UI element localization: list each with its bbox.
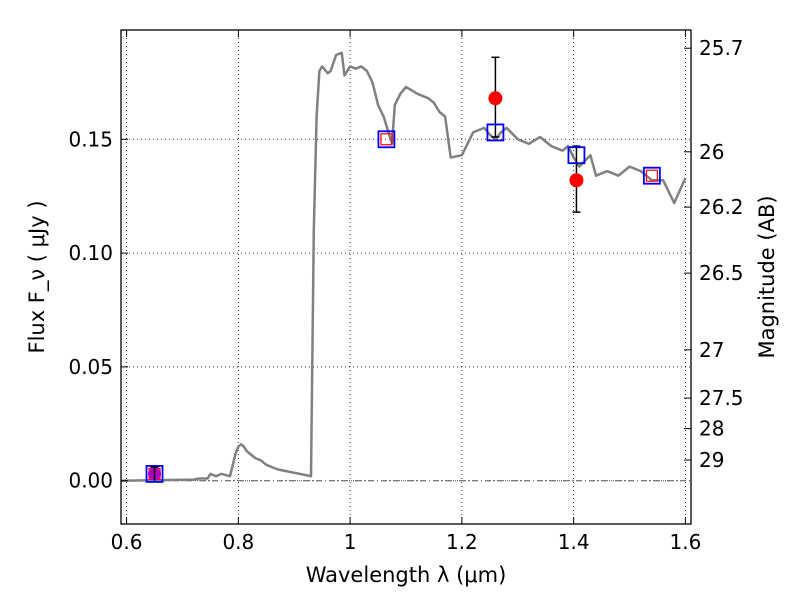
- plot-frame: [120, 29, 692, 525]
- x-tick-label: 1.2: [446, 530, 478, 554]
- y-right-tick-label: 27: [699, 338, 724, 362]
- y-right-tick-label: 28: [699, 417, 724, 441]
- observed-point: [569, 173, 584, 188]
- observed-point: [488, 91, 503, 106]
- model-photometry-box: [567, 146, 586, 165]
- y-right-tick-label: 26.5: [699, 261, 744, 285]
- x-tick-label: 1: [344, 530, 357, 554]
- y-tick-label: 0.00: [68, 469, 113, 493]
- x-tick-label: 0.8: [222, 530, 254, 554]
- y-right-tick-label: 26: [699, 140, 724, 164]
- model-photometry-inner-box: [645, 169, 658, 182]
- model-photometry-box: [642, 166, 661, 185]
- y-right-tick-label: 26.2: [699, 195, 744, 219]
- model-spectrum-line: [121, 51, 687, 482]
- grid: [121, 30, 691, 524]
- y-right-tick-label: 27.5: [699, 386, 744, 410]
- x-tick-label: 1.6: [670, 530, 702, 554]
- model-photometry-box: [486, 123, 505, 142]
- y-axis-right-label: Magnitude (AB): [755, 195, 779, 358]
- y-axis-label: Flux F_ν ( μJy ): [25, 200, 50, 353]
- y-tick-label: 0.05: [68, 355, 113, 379]
- x-tick-label: 1.4: [558, 530, 590, 554]
- y-tick-label: 0.15: [68, 127, 113, 151]
- x-tick-label: 0.6: [111, 530, 143, 554]
- model-photometry-box: [145, 465, 164, 483]
- model-photometry-box: [377, 130, 396, 149]
- axis-ticks: 0.6 0.8 1 1.2 1.4 1.6 0.00 0.05 0.10 0.15 25.7 26 26…: [68, 30, 744, 554]
- plot-clip-group: [121, 51, 687, 483]
- model-photometry-inner-box: [380, 133, 393, 146]
- y-right-tick-label: 25.7: [699, 36, 744, 60]
- plot-area: [121, 51, 687, 483]
- y-right-tick-label: 29: [699, 448, 724, 472]
- x-axis-label: Wavelength λ (μm): [306, 563, 507, 587]
- y-tick-label: 0.10: [68, 241, 113, 265]
